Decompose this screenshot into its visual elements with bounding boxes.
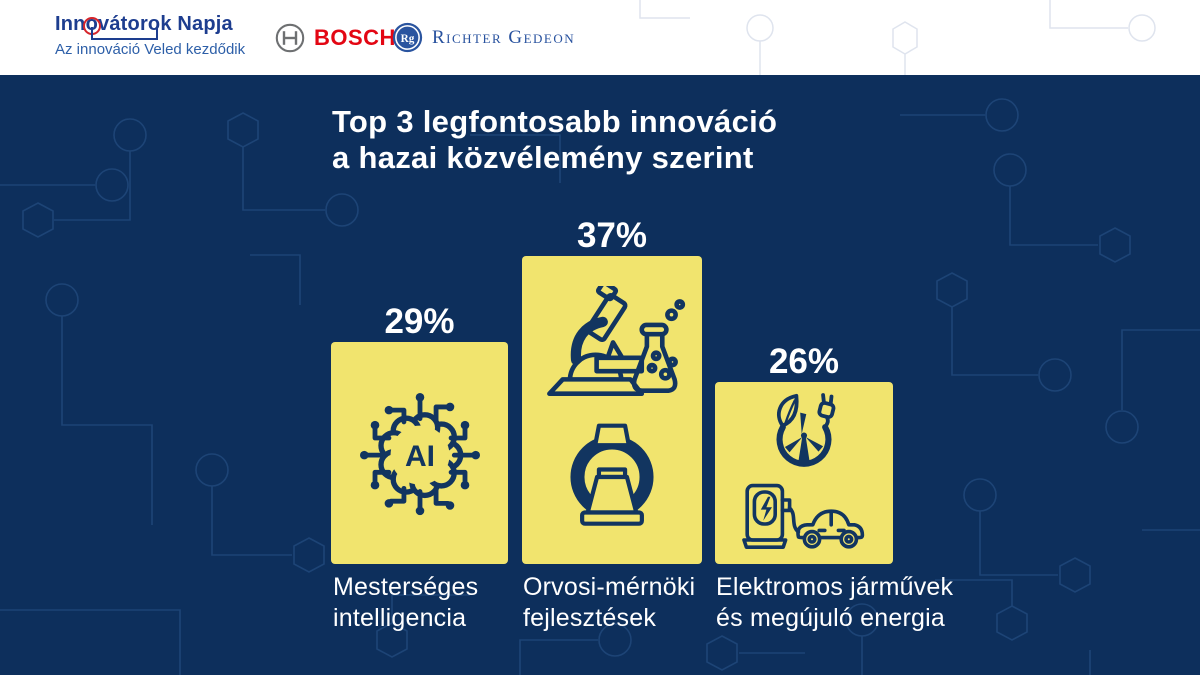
renewable-energy-leaf-turbine-plug-icon xyxy=(776,393,836,467)
category-line2: és megújuló energia xyxy=(716,604,945,632)
category-line2: fejlesztések xyxy=(523,604,657,632)
category-line1: Mesterséges xyxy=(333,573,479,601)
chart-title: Top 3 legfontosabb innováció a hazai köz… xyxy=(332,104,777,176)
circuit-pattern-background xyxy=(0,98,1200,675)
brand-title-rest: vátorok Napja xyxy=(98,13,233,35)
category-line1: Orvosi-mérnöki xyxy=(523,573,696,601)
ai-brain-circuit-icon: AI xyxy=(360,393,480,516)
header-bar: Innovátorok Napja Az innováció Veled kez… xyxy=(0,0,1200,75)
richter-rg-icon: Rg xyxy=(392,22,423,53)
brand-circuit-bracket-decoration xyxy=(91,27,158,40)
chart-title-line2: a hazai közvélemény szerint xyxy=(332,140,754,175)
bosch-logo: BOSCH xyxy=(274,22,396,54)
bar-category-ai: Mesterséges intelligencia xyxy=(333,572,478,634)
richter-monogram: Rg xyxy=(401,33,415,45)
bar-ev xyxy=(715,382,893,564)
brand-subtitle: Az innováció Veled kezdődik xyxy=(55,41,246,58)
brand-title: Innovátorok Napja xyxy=(55,13,245,40)
bar-ai: AI xyxy=(331,342,508,564)
bar-value-label-ai: 29% xyxy=(384,302,455,341)
bosch-wordmark: BOSCH xyxy=(314,25,396,50)
ev-charging-station-car-icon xyxy=(742,483,865,549)
mri-scanner-icon xyxy=(570,423,654,526)
brand-innovatorok-napja: Innovátorok Napja Az innováció Veled kez… xyxy=(55,13,245,58)
bar-medical xyxy=(522,256,702,564)
header-circuit-pattern xyxy=(639,0,1156,75)
chart-title-line1: Top 3 legfontosabb innováció xyxy=(332,104,778,139)
bar-category-medical: Orvosi-mérnöki fejlesztések xyxy=(523,572,695,634)
bar-value-label-ev: 26% xyxy=(768,342,840,381)
bar-value-label-medical: 37% xyxy=(576,216,648,255)
category-line2: intelligencia xyxy=(333,604,467,632)
brand-title-pre: Inn xyxy=(55,13,86,35)
bosch-armature-icon xyxy=(275,23,305,53)
richter-wordmark: Richter Gedeon xyxy=(432,26,576,48)
richter-gedeon-logo: Rg Richter Gedeon xyxy=(392,22,575,53)
microscope-flask-icon xyxy=(547,286,686,397)
bar-category-ev: Elektromos járművek és megújuló energia xyxy=(716,572,953,634)
ai-icon-label: AI xyxy=(405,440,435,473)
category-line1: Elektromos járművek xyxy=(716,573,954,601)
